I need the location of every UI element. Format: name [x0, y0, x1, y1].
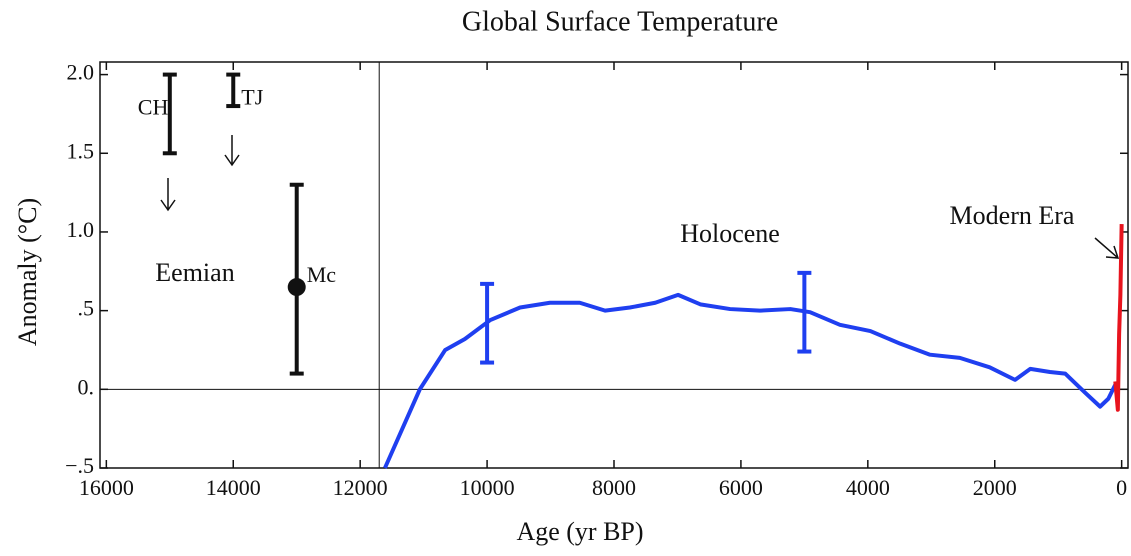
error-bar-label: CH: [138, 95, 169, 120]
y-tick-label: 1.0: [67, 217, 95, 242]
x-tick-label: 16000: [79, 475, 134, 500]
y-tick-label: −.5: [65, 453, 94, 478]
arrow: [160, 178, 176, 212]
x-tick-label: 8000: [592, 475, 636, 500]
annotation: Eemian: [155, 258, 234, 287]
x-tick-label: 4000: [846, 475, 890, 500]
chart-title: Global Surface Temperature: [462, 6, 778, 37]
x-axis-label: Age (yr BP): [516, 517, 643, 546]
point: [287, 278, 306, 297]
x-tick-label: 10000: [460, 475, 515, 500]
y-tick-label: 0.: [78, 374, 95, 399]
x-tick-label: 2000: [973, 475, 1017, 500]
arrow: [1094, 237, 1120, 259]
annotation: Holocene: [680, 219, 780, 248]
x-tick-label: 0: [1116, 475, 1127, 500]
y-tick-label: 2.0: [67, 60, 95, 85]
x-tick-label: 6000: [719, 475, 763, 500]
y-axis-label: Anomaly (°C): [13, 198, 42, 346]
y-tick-label: 1.5: [67, 138, 95, 163]
x-tick-label: 14000: [206, 475, 261, 500]
y-tick-label: .5: [78, 296, 95, 321]
annotation: Modern Era: [950, 201, 1075, 230]
error-bar-label: Mc: [307, 262, 337, 287]
x-tick-label: 12000: [333, 475, 388, 500]
arrow: [224, 135, 240, 167]
error-bar-label: TJ: [241, 85, 263, 110]
data-line: [1113, 224, 1124, 412]
plot-frame: [99, 61, 1129, 469]
data-line: [383, 292, 1118, 469]
